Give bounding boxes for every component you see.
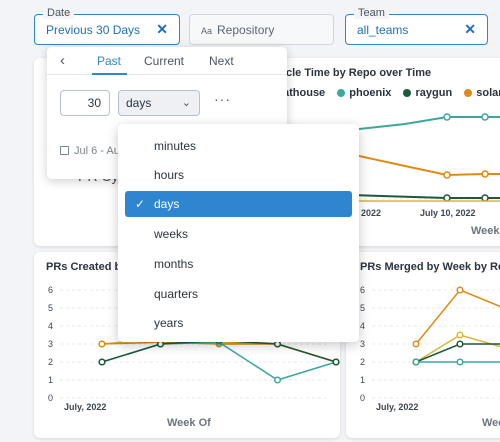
date-filter[interactable]: Date Previous 30 Days ✕ bbox=[34, 7, 180, 45]
point-raygun bbox=[443, 194, 451, 202]
y-tick: 0 bbox=[360, 393, 366, 403]
date-tabs: ‹ Past Current Next bbox=[47, 47, 287, 75]
series-point bbox=[332, 358, 340, 366]
x-tick: July, 2022 bbox=[64, 402, 107, 412]
date-filter-value: Previous 30 Days bbox=[46, 23, 141, 37]
team-filter-value: all_teams bbox=[357, 23, 409, 37]
team-filter[interactable]: Team all_teams ✕ bbox=[345, 7, 488, 45]
series-line-raygun bbox=[349, 194, 500, 199]
series-line-phoenix bbox=[349, 116, 500, 131]
menu-item-weeks[interactable]: weeks bbox=[154, 227, 189, 241]
legend-dot-solar bbox=[464, 89, 473, 98]
y-tick: 1 bbox=[360, 375, 366, 385]
amount-input[interactable]: 30 bbox=[60, 90, 110, 116]
clear-date-icon[interactable]: ✕ bbox=[156, 21, 168, 37]
y-tick: 5 bbox=[360, 303, 366, 313]
cycle-time-plot bbox=[310, 113, 500, 202]
point-raygun bbox=[481, 194, 489, 202]
y-tick: 5 bbox=[48, 303, 54, 313]
x-axis-title: Week Of bbox=[167, 417, 211, 429]
series-point bbox=[98, 358, 106, 366]
unit-select[interactable]: days ⌄ bbox=[118, 90, 200, 116]
legend-item-athouse: athouse bbox=[283, 87, 326, 99]
unit-select-value: days bbox=[126, 96, 152, 110]
check-icon: ✓ bbox=[135, 197, 146, 211]
menu-item-days[interactable]: ✓ days bbox=[125, 191, 352, 217]
x-tick: July 10, 2022 bbox=[420, 208, 476, 218]
team-filter-label: Team bbox=[354, 7, 389, 19]
prs-created-plot bbox=[60, 289, 340, 399]
y-tick: 3 bbox=[48, 339, 54, 349]
legend-item-phoenix: phoenix bbox=[349, 87, 392, 99]
prs-created-title: PRs Created by bbox=[46, 261, 128, 273]
point-solar bbox=[443, 171, 451, 179]
series-point bbox=[156, 340, 165, 348]
prs-merged-card: PRs Merged by Week by Rep 6 5 4 3 2 1 0 … bbox=[346, 252, 500, 438]
series-line-solar bbox=[349, 153, 500, 177]
x-tick: , 2022 bbox=[356, 208, 382, 218]
tab-next[interactable]: Next bbox=[209, 54, 234, 68]
cycle-time-title: cle Time by Repo over Time bbox=[286, 67, 432, 79]
prs-merged-title: PRs Merged by Week by Rep bbox=[360, 261, 500, 273]
series-point bbox=[412, 340, 420, 348]
y-tick: 6 bbox=[360, 285, 366, 295]
menu-item-months[interactable]: months bbox=[154, 257, 194, 271]
series-point bbox=[456, 358, 464, 366]
point-phoenix bbox=[443, 113, 451, 121]
date-range-display: Jul 6 - Au bbox=[60, 145, 120, 157]
back-chevron-icon[interactable]: ‹ bbox=[60, 52, 65, 69]
repository-placeholder: Aa Repository bbox=[201, 23, 275, 37]
date-filter-label: Date bbox=[43, 7, 75, 19]
legend-dot-raygun bbox=[403, 89, 412, 98]
legend-dot-phoenix bbox=[337, 89, 346, 98]
series-line bbox=[415, 334, 500, 363]
y-tick: 2 bbox=[48, 357, 54, 367]
series-line bbox=[101, 341, 337, 381]
chevron-down-icon: ⌄ bbox=[181, 97, 191, 109]
series-point bbox=[412, 358, 420, 366]
point-solar bbox=[481, 170, 489, 178]
x-tick: July, 2022 bbox=[376, 402, 419, 412]
series-point bbox=[98, 340, 106, 348]
date-range-text: Jul 6 - Au bbox=[74, 145, 120, 157]
cycle-time-legend: athouse phoenix raygun solar bbox=[283, 87, 500, 99]
x-axis-title: Wee bbox=[482, 417, 500, 429]
y-tick: 3 bbox=[360, 339, 366, 349]
y-tick: 2 bbox=[360, 357, 366, 367]
series-point bbox=[456, 286, 464, 294]
legend-item-raygun: raygun bbox=[415, 87, 453, 99]
point-phoenix bbox=[481, 113, 489, 121]
tab-current[interactable]: Current bbox=[144, 54, 185, 68]
tab-past[interactable]: Past bbox=[97, 54, 122, 68]
legend-item-solar: solar bbox=[476, 87, 500, 99]
unit-dropdown-menu: minutes hours ✓ days weeks months quarter… bbox=[118, 124, 359, 342]
series-point bbox=[456, 340, 464, 348]
clear-team-icon[interactable]: ✕ bbox=[464, 21, 476, 37]
calendar-icon bbox=[60, 146, 69, 155]
y-tick: 4 bbox=[48, 321, 54, 331]
series-point bbox=[273, 376, 282, 384]
y-tick: 6 bbox=[48, 285, 54, 295]
text-type-icon: Aa bbox=[201, 26, 213, 36]
menu-item-years[interactable]: years bbox=[154, 316, 184, 330]
y-tick: 4 bbox=[360, 321, 366, 331]
y-tick: 0 bbox=[48, 393, 54, 403]
menu-item-hours[interactable]: hours bbox=[154, 168, 185, 182]
active-tab-indicator bbox=[92, 73, 127, 75]
x-axis-title: Week bbox=[471, 225, 500, 237]
repository-filter[interactable]: Aa Repository bbox=[189, 14, 334, 45]
more-options-icon[interactable]: ··· bbox=[214, 91, 231, 107]
prs-merged-plot bbox=[372, 286, 500, 399]
menu-item-quarters[interactable]: quarters bbox=[154, 287, 199, 301]
series-point bbox=[456, 331, 464, 339]
series-point bbox=[273, 340, 282, 348]
y-tick: 1 bbox=[48, 375, 54, 385]
menu-item-minutes[interactable]: minutes bbox=[154, 139, 197, 153]
